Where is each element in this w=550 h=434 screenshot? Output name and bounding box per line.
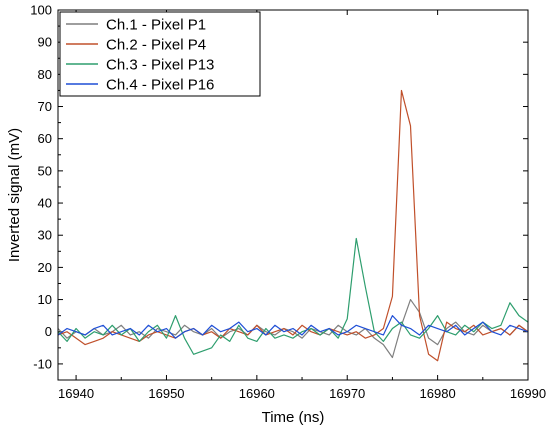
y-tick-label: 70 <box>38 99 52 114</box>
legend-box <box>59 11 261 97</box>
legend-label: Ch.2 - Pixel P4 <box>106 37 206 54</box>
legend: Ch.1 - Pixel P1 Ch.2 - Pixel P4 Ch.3 - Pix… <box>59 11 261 97</box>
plot-frame <box>57 9 529 381</box>
y-tick-label: 60 <box>38 131 52 146</box>
x-tick-label: 16960 <box>239 386 275 401</box>
y-axis-ticks: -10 0 10 20 30 40 50 60 70 80 90 100 <box>30 3 528 381</box>
y-tick-label: -10 <box>33 356 52 371</box>
x-axis-label: Time (ns) <box>262 409 325 426</box>
series-line-2 <box>57 89 529 362</box>
y-tick-label: 10 <box>38 292 52 307</box>
series-layer <box>57 89 529 362</box>
series-line-4 <box>57 315 529 339</box>
x-tick-label: 16980 <box>420 386 456 401</box>
legend-label: Ch.3 - Pixel P13 <box>106 57 214 74</box>
y-tick-label: 80 <box>38 67 52 82</box>
x-tick-label: 16970 <box>329 386 365 401</box>
x-tick-label: 16990 <box>510 386 546 401</box>
y-tick-label: 100 <box>30 3 52 18</box>
series-line-3 <box>57 237 529 355</box>
y-tick-label: 20 <box>38 260 52 275</box>
legend-label: Ch.1 - Pixel P1 <box>106 17 206 34</box>
y-tick-label: 90 <box>38 35 52 50</box>
y-tick-label: 0 <box>45 324 52 339</box>
x-axis-ticks: 16940 16950 16960 16970 16980 16990 <box>58 10 546 401</box>
legend-label: Ch.4 - Pixel P16 <box>106 77 214 94</box>
x-tick-label: 16940 <box>58 386 94 401</box>
y-tick-label: 40 <box>38 196 52 211</box>
y-axis-label: Inverted signal (mV) <box>6 128 23 262</box>
y-tick-label: 30 <box>38 228 52 243</box>
y-tick-label: 50 <box>38 163 52 178</box>
x-tick-label: 16950 <box>148 386 184 401</box>
